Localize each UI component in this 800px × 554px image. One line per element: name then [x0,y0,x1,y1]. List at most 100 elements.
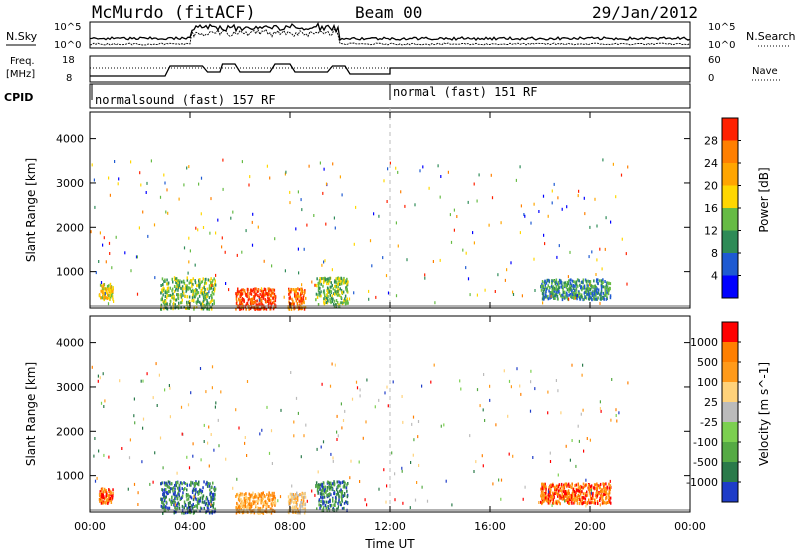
velocity-echo-cell [194,496,197,500]
velocity-echo-cell [318,498,321,502]
power-echo-cell [206,307,209,311]
velocity-echo-cell [336,490,339,494]
velocity-echo-cell [110,501,113,504]
power-echo-cell [172,280,174,284]
velocity-echo-cell [582,501,584,505]
velocity-colorbar-tick-label: 25 [704,396,718,409]
power-colorbar-segment [722,275,738,298]
velocity-echo-cell [270,502,273,506]
velocity-echo-cell [571,482,573,486]
velocity-echo-cell [605,490,608,494]
power-echo-cell [488,223,490,227]
power-echo-cell [248,307,250,311]
power-echo-cell [478,173,480,177]
power-echo-cell [585,279,588,283]
power-echo-cell [289,201,291,205]
power-echo-cell [213,299,215,303]
velocity-echo-cell [594,501,597,505]
power-echo-cell [100,281,103,284]
power-echo-cell [171,289,173,293]
power-echo-cell [593,292,596,296]
velocity-echo-cell [269,507,271,511]
power-echo-cell [573,290,575,294]
power-echo-cell [583,286,586,290]
power-echo-cell [199,278,201,282]
velocity-echo-cell [565,444,567,448]
velocity-echo-cell [239,509,241,513]
power-echo-cell [395,221,397,225]
power-echo-cell [250,302,253,306]
velocity-echo-cell [347,482,349,485]
power-colorbar-tick-label: 8 [711,247,718,260]
velocity-echo-cell [191,481,194,485]
velocity-echo-cell [326,485,329,489]
power-echo-cell [592,290,594,294]
power-echo-cell [252,305,254,309]
velocity-echo-cell [602,494,604,498]
velocity-echo-cell [592,497,594,501]
power-echo-cell [595,288,597,292]
velocity-echo-cell [203,440,205,443]
velocity-echo-cell [280,408,282,412]
power-echo-cell [173,294,175,298]
power-echo-cell [264,288,267,292]
velocity-echo-cell [210,500,213,504]
velocity-echo-cell [176,496,178,500]
velocity-echo-cell [564,492,566,496]
power-echo-cell [243,298,245,302]
velocity-echo-cell [571,494,574,498]
power-echo-cell [183,305,185,309]
velocity-echo-cell [544,498,546,502]
velocity-echo-cell [184,487,186,490]
velocity-echo-cell [295,509,297,513]
power-echo-cell [331,283,333,287]
power-echo-cell [191,299,193,303]
velocity-echo-cell [346,500,348,504]
velocity-echo-cell [203,506,205,510]
power-echo-cell [160,284,162,287]
power-echo-cell [248,183,250,187]
velocity-echo-cell [190,496,193,500]
power-echo-cell [329,300,331,303]
velocity-echo-cell [346,501,349,504]
power-echo-cell [330,285,332,289]
velocity-echo-cell [579,498,581,502]
velocity-echo-cell [268,491,270,495]
velocity-colorbar-segment [722,402,738,422]
velocity-echo-cell [200,458,202,462]
power-echo-cell [545,281,548,285]
velocity-echo-cell [189,483,191,487]
power-echo-cell [316,277,318,281]
power-echo-cell [568,297,570,301]
velocity-echo-cell [588,488,590,491]
velocity-echo-cell [555,499,557,503]
velocity-echo-cell [324,504,327,508]
velocity-echo-cell [192,506,194,510]
nsky-label: N.Sky [6,30,38,43]
power-echo-cell [274,299,277,303]
power-echo-cell [558,244,560,248]
power-echo-cell [385,274,388,278]
velocity-colorbar-tick-label: -1000 [686,476,718,489]
velocity-echo-cell [323,481,325,485]
velocity-echo-cell [588,501,591,505]
power-echo-cell [335,281,338,285]
velocity-colorbar-tick-label: 1000 [690,336,718,349]
power-echo-cell [271,301,274,305]
velocity-echo-cell [289,492,292,496]
power-echo-cell [295,227,297,231]
velocity-echo-cell [202,486,204,490]
power-echo-cell [300,198,302,202]
velocity-echo-cell [303,434,305,438]
power-echo-cell [188,295,191,299]
power-echo-cell [271,264,273,268]
power-echo-cell [547,297,550,301]
power-echo-cell [108,176,110,180]
power-echo-cell [192,283,194,287]
velocity-echo-cell [246,499,249,502]
xtick-label: 00:00 [74,520,106,533]
velocity-echo-cell [176,507,178,511]
velocity-echo-cell [182,432,184,436]
power-echo-cell [575,288,577,292]
power-echo-cell [298,299,300,303]
